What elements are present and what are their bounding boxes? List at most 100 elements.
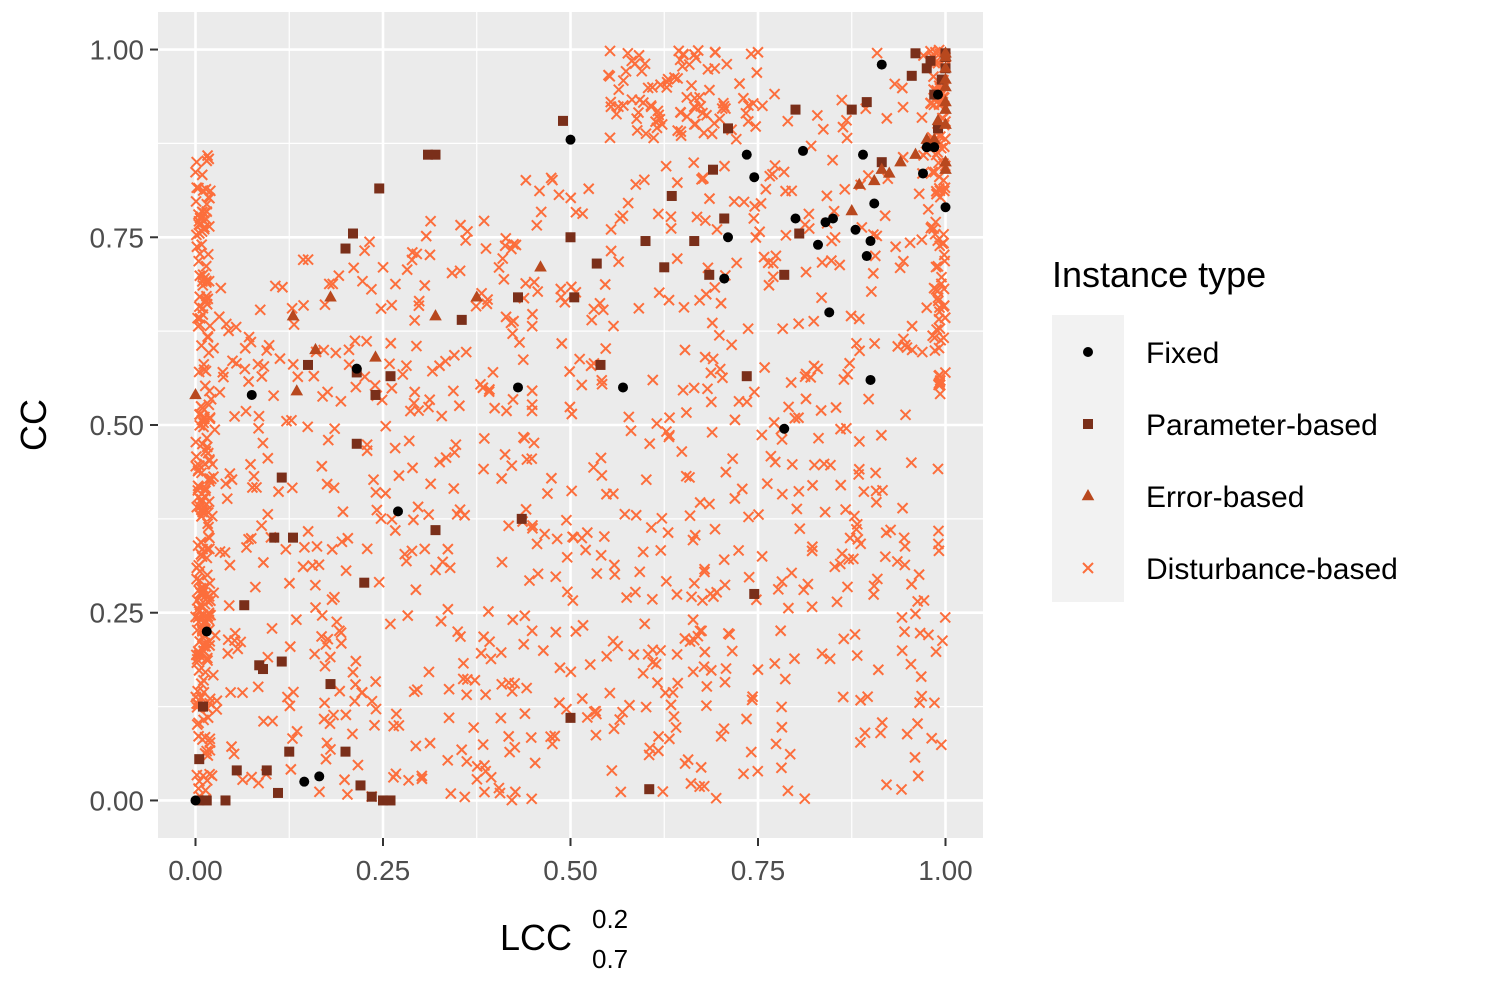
point-disturbance-based [272, 485, 285, 498]
point-disturbance-based [922, 629, 935, 641]
point-disturbance-based [897, 255, 910, 267]
point-disturbance-based [309, 579, 322, 591]
point-disturbance-based [730, 257, 743, 269]
point-fixed [865, 236, 876, 247]
point-disturbance-based [454, 503, 466, 516]
point-disturbance-based [728, 195, 740, 208]
point-disturbance-based [670, 721, 682, 734]
point-disturbance-based [478, 215, 490, 227]
point-fixed [813, 239, 823, 250]
point-disturbance-based [671, 72, 684, 85]
point-disturbance-based [555, 283, 567, 295]
point-parameter-based [790, 104, 801, 115]
point-disturbance-based [683, 58, 695, 71]
point-disturbance-based [633, 49, 645, 62]
point-disturbance-based [480, 242, 492, 255]
point-disturbance-based [853, 313, 865, 325]
point-disturbance-based [612, 256, 625, 268]
point-disturbance-based [313, 558, 325, 571]
point-disturbance-based [679, 632, 691, 645]
point-disturbance-based [665, 699, 677, 711]
point-disturbance-based [755, 197, 767, 210]
point-parameter-based [779, 269, 790, 280]
legend-label: Error-based [1146, 481, 1304, 514]
point-disturbance-based [478, 786, 491, 798]
point-disturbance-based [550, 570, 562, 583]
point-disturbance-based [525, 793, 538, 805]
point-disturbance-based [453, 400, 466, 412]
point-disturbance-based [709, 46, 721, 59]
point-error-based [470, 290, 484, 302]
point-disturbance-based [751, 66, 763, 79]
point-error-based [845, 203, 859, 216]
point-disturbance-based [319, 660, 331, 672]
point-disturbance-based [673, 45, 685, 57]
point-disturbance-based [246, 481, 259, 494]
data-points [189, 44, 952, 806]
point-disturbance-based [444, 562, 456, 574]
legend-entry-disturbance-based: Disturbance-based [1082, 553, 1398, 586]
point-disturbance-based [693, 781, 706, 793]
point-disturbance-based [928, 697, 941, 709]
point-parameter-based [276, 472, 287, 483]
point-disturbance-based [496, 556, 508, 568]
point-parameter-based [704, 269, 715, 280]
point-disturbance-based [792, 318, 805, 330]
point-disturbance-based [729, 492, 741, 505]
point-disturbance-based [287, 686, 300, 698]
point-disturbance-based [871, 47, 883, 59]
point-fixed [513, 382, 523, 393]
point-disturbance-based [361, 445, 373, 457]
point-disturbance-based [320, 753, 332, 765]
point-disturbance-based [327, 278, 339, 290]
point-disturbance-based [495, 472, 508, 485]
point-disturbance-based [932, 260, 944, 272]
point-disturbance-based [811, 109, 824, 122]
point-disturbance-based [654, 644, 667, 657]
point-fixed [565, 134, 576, 145]
point-disturbance-based [383, 358, 396, 370]
point-disturbance-based [817, 123, 830, 136]
point-disturbance-based [356, 275, 369, 287]
point-disturbance-based [601, 650, 613, 662]
point-disturbance-based [236, 773, 249, 786]
point-disturbance-based [644, 742, 656, 754]
point-disturbance-based [328, 482, 340, 494]
legend-entry-fixed: Fixed [1083, 337, 1219, 370]
point-disturbance-based [680, 406, 693, 419]
point-disturbance-based [526, 308, 539, 320]
point-fixed [798, 145, 808, 156]
point-disturbance-based [610, 108, 623, 120]
point-disturbance-based [390, 768, 402, 780]
point-disturbance-based [330, 347, 342, 359]
point-disturbance-based [904, 237, 916, 249]
point-disturbance-based [631, 124, 644, 137]
point-disturbance-based [243, 331, 255, 343]
point-disturbance-based [506, 794, 518, 806]
point-disturbance-based [756, 429, 768, 441]
point-disturbance-based [825, 235, 838, 247]
point-disturbance-based [718, 722, 730, 735]
point-disturbance-based [590, 729, 602, 741]
point-disturbance-based [211, 695, 223, 707]
point-disturbance-based [916, 111, 928, 124]
point-fixed [824, 307, 835, 318]
point-disturbance-based [715, 297, 727, 309]
point-disturbance-based [477, 463, 490, 475]
point-disturbance-based [896, 644, 908, 657]
point-fixed [929, 142, 940, 153]
point-disturbance-based [853, 435, 866, 448]
point-fixed [393, 506, 403, 517]
point-error-based [189, 387, 202, 400]
point-parameter-based [921, 63, 932, 74]
point-disturbance-based [699, 214, 712, 227]
point-disturbance-based [647, 656, 659, 668]
point-disturbance-based [422, 508, 435, 521]
point-disturbance-based [634, 566, 646, 578]
point-disturbance-based [880, 779, 893, 791]
point-error-based [534, 260, 547, 272]
point-disturbance-based [616, 706, 629, 718]
point-disturbance-based [676, 445, 688, 458]
point-disturbance-based [377, 261, 389, 274]
point-disturbance-based [460, 689, 473, 701]
